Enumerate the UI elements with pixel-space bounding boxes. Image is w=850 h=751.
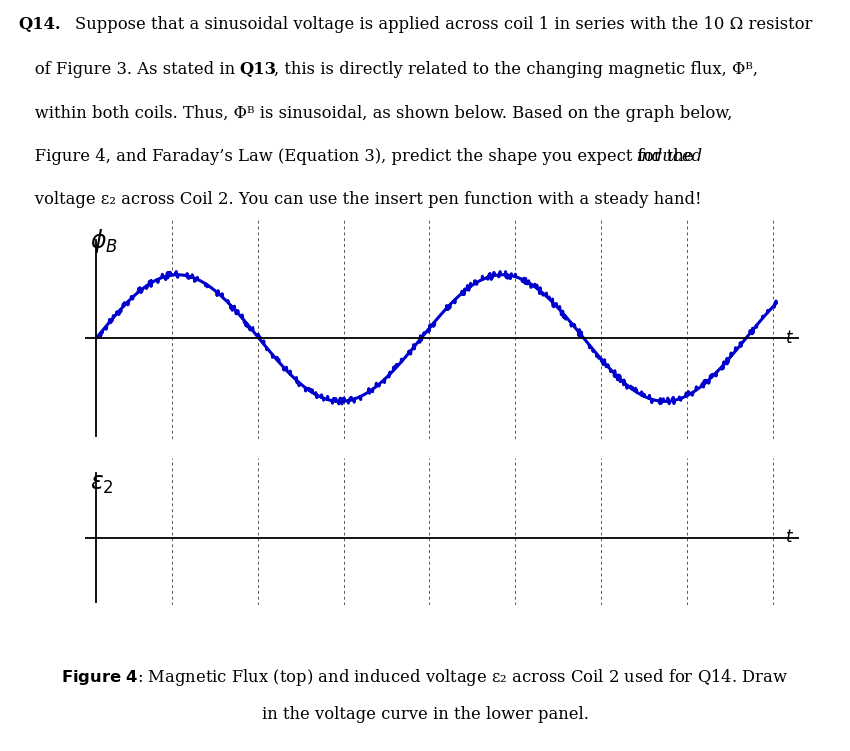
Text: induced: induced: [637, 148, 703, 165]
Text: $t$: $t$: [785, 330, 795, 346]
Text: Suppose that a sinusoidal voltage is applied across coil 1 in series with the 10: Suppose that a sinusoidal voltage is app…: [75, 17, 812, 33]
Text: $\mathit{\mathbf{Figure\ 4}}$: Magnetic Flux (top) and induced voltage ε₂ across: $\mathit{\mathbf{Figure\ 4}}$: Magnetic …: [61, 667, 789, 688]
Text: $\varepsilon_2$: $\varepsilon_2$: [90, 473, 114, 496]
Text: of Figure 3. As stated in: of Figure 3. As stated in: [19, 61, 240, 78]
Text: $\phi_B$: $\phi_B$: [90, 228, 118, 255]
Text: voltage ε₂ across Coil 2. You can use the insert pen function with a steady hand: voltage ε₂ across Coil 2. You can use th…: [19, 191, 701, 207]
Text: Figure 4, and Faraday’s Law (Equation 3), predict the shape you expect for the: Figure 4, and Faraday’s Law (Equation 3)…: [19, 148, 699, 165]
Text: $t$: $t$: [785, 529, 795, 546]
Text: , this is directly related to the changing magnetic flux, Φᴮ,: , this is directly related to the changi…: [274, 61, 757, 78]
Text: Q13: Q13: [240, 61, 277, 78]
Text: in the voltage curve in the lower panel.: in the voltage curve in the lower panel.: [262, 706, 588, 723]
Text: within both coils. Thus, Φᴮ is sinusoidal, as shown below. Based on the graph be: within both coils. Thus, Φᴮ is sinusoida…: [19, 105, 732, 122]
Text: Q14.: Q14.: [19, 17, 61, 33]
